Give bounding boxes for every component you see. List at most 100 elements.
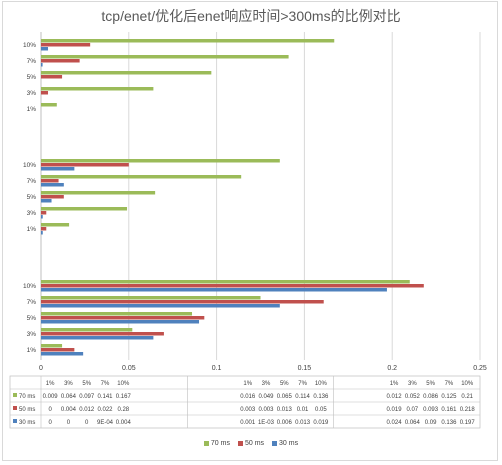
bar-50ms-g1-5pct	[41, 75, 63, 79]
bar-70ms-g1-1pct	[41, 103, 57, 107]
table-value-cell: 0.21	[461, 394, 473, 400]
table-value-cell: 0.136	[441, 420, 457, 426]
chart-legend: 70 ms 50 ms 30 ms	[0, 440, 502, 448]
table-value-cell: 0.006	[277, 420, 293, 426]
bar-70ms-g2-7pct	[41, 175, 242, 179]
table-value-cell: 0.013	[295, 420, 311, 426]
y-tick-label: 7%	[27, 58, 37, 65]
table-header-cell: 7%	[298, 381, 307, 387]
x-tick-label: 0.15	[298, 365, 312, 372]
table-value-cell: 0.013	[277, 407, 293, 413]
bar-70ms-g3-7pct	[41, 296, 261, 300]
legend-label: 70 ms	[210, 440, 230, 447]
table-row-swatch	[13, 393, 17, 397]
bar-70ms-g3-10pct	[41, 280, 410, 284]
table-value-cell: 0.093	[423, 407, 439, 413]
table-value-cell: 0.064	[405, 420, 421, 426]
bar-30ms-g3-1pct	[41, 352, 84, 356]
table-header-cell: 7%	[101, 381, 110, 387]
table-header-cell: 7%	[445, 381, 454, 387]
bar-50ms-g2-5pct	[41, 195, 64, 199]
y-tick-label: 7%	[27, 178, 37, 185]
table-value-cell: 0.28	[117, 407, 129, 413]
bar-30ms-g2-10pct	[41, 167, 75, 171]
bar-50ms-g1-10pct	[41, 43, 91, 47]
table-value-cell: 1E-03	[258, 420, 275, 426]
table-value-cell: 0	[67, 420, 71, 426]
y-tick-label: 1%	[27, 106, 37, 113]
table-row-swatch	[13, 419, 17, 423]
table-value-cell: 0.016	[240, 394, 256, 400]
chart-title: tcp/enet/优化后enet响应时间>300ms的比例对比	[101, 8, 401, 24]
x-tick-label: 0.25	[473, 365, 487, 372]
y-tick-label: 3%	[27, 90, 37, 97]
table-value-cell: 0.125	[441, 394, 457, 400]
bar-50ms-g3-5pct	[41, 316, 205, 320]
legend-swatch	[272, 441, 278, 446]
table-value-cell: 0	[48, 420, 52, 426]
table-value-cell: 0.064	[61, 394, 77, 400]
table-value-cell: 0.003	[258, 407, 274, 413]
bar-70ms-g3-5pct	[41, 312, 193, 316]
table-value-cell: 0.009	[43, 394, 59, 400]
table-row-swatch	[13, 406, 17, 410]
bar-30ms-g2-7pct	[41, 183, 64, 187]
table-header-cell: 5%	[280, 381, 289, 387]
bar-50ms-g2-10pct	[41, 163, 129, 167]
table-header-cell: 10%	[315, 381, 328, 387]
table-header-cell: 1%	[243, 381, 252, 387]
bar-70ms-g2-5pct	[41, 191, 156, 195]
bar-70ms-g2-10pct	[41, 159, 280, 163]
bar-70ms-g1-3pct	[41, 87, 154, 91]
bar-50ms-g3-10pct	[41, 284, 424, 288]
table-value-cell: 0.218	[460, 407, 476, 413]
table-value-cell: 0.003	[240, 407, 256, 413]
table-value-cell: 0.004	[116, 420, 132, 426]
y-tick-label: 3%	[27, 331, 37, 338]
table-header-cell: 5%	[426, 381, 435, 387]
y-tick-label: 1%	[27, 226, 37, 233]
bar-70ms-g3-3pct	[41, 328, 133, 332]
bar-30ms-g2-3pct	[41, 215, 43, 219]
bar-50ms-g3-7pct	[41, 300, 324, 304]
bar-70ms-g2-3pct	[41, 207, 128, 211]
x-tick-label: 0.05	[122, 365, 136, 372]
bar-30ms-g1-10pct	[41, 47, 49, 51]
table-value-cell: 0.019	[313, 420, 329, 426]
table-value-cell: 0.012	[387, 394, 403, 400]
table-header-cell: 5%	[82, 381, 91, 387]
bar-30ms-g3-7pct	[41, 304, 280, 308]
legend-label: 50 ms	[244, 440, 265, 447]
table-value-cell: 0.097	[79, 394, 95, 400]
bar-70ms-g1-10pct	[41, 39, 335, 43]
table-value-cell: 0.197	[460, 420, 476, 426]
table-value-cell: 0.167	[116, 394, 132, 400]
y-tick-label: 10%	[23, 162, 36, 169]
y-tick-label: 10%	[23, 42, 36, 49]
y-tick-label: 10%	[23, 283, 36, 290]
bar-30ms-g1-7pct	[41, 63, 43, 67]
table-value-cell: 0.065	[277, 394, 293, 400]
y-tick-label: 5%	[27, 315, 37, 322]
x-tick-label: 0.1	[212, 365, 222, 372]
table-value-cell: 0.01	[297, 407, 309, 413]
table-header-cell: 3%	[262, 381, 271, 387]
legend-swatch	[203, 441, 209, 446]
table-header-cell: 10%	[461, 381, 474, 387]
y-tick-label: 1%	[27, 347, 37, 354]
bar-50ms-g3-3pct	[41, 332, 164, 336]
bar-30ms-g2-5pct	[41, 199, 52, 203]
table-value-cell: 0.086	[423, 394, 439, 400]
x-tick-label: 0	[39, 365, 43, 372]
table-value-cell: 0	[85, 420, 89, 426]
bar-70ms-g3-1pct	[41, 344, 63, 348]
bar-30ms-g3-3pct	[41, 336, 154, 340]
table-value-cell: 0.012	[79, 407, 95, 413]
table-value-cell: 0.052	[405, 394, 421, 400]
bar-50ms-g3-1pct	[41, 348, 75, 352]
table-header-cell: 3%	[64, 381, 73, 387]
table-row-header: 30 ms	[19, 420, 35, 426]
table-value-cell: 0.114	[295, 394, 310, 400]
table-header-cell: 3%	[408, 381, 417, 387]
bar-70ms-g2-1pct	[41, 223, 70, 227]
